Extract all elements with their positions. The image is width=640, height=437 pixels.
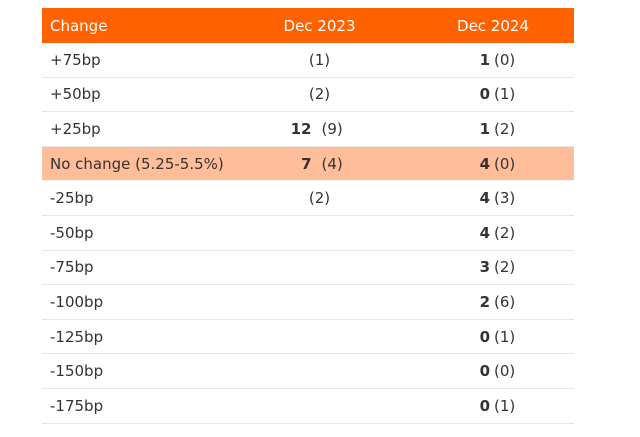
dec-2024-paren-value: (0) xyxy=(494,154,516,173)
table-row: -50bp 4 (2) xyxy=(42,216,574,251)
dec-2024-paren-value: (2) xyxy=(494,223,516,242)
dec-2024-paren-value: (1) xyxy=(494,327,516,346)
dec-2024-bold-value: 4 xyxy=(479,189,490,208)
dec-2024-paren-value: (2) xyxy=(494,258,516,277)
table-row: -25bp (2) 4 (3) xyxy=(42,181,574,216)
change-cell: -50bp xyxy=(50,223,94,242)
change-cell: -100bp xyxy=(50,292,104,311)
header-dec-2023: Dec 2023 xyxy=(283,16,356,35)
table-body: +75bp (1) 1 (0) +50bp (2) 0 (1) +25bp 12 (9) 1 (2) No… xyxy=(42,43,574,424)
dec-2024-bold-value: 4 xyxy=(479,154,490,173)
dec-2024-paren-value: (1) xyxy=(494,396,516,415)
table-header: Change Dec 2023 Dec 2024 xyxy=(42,8,574,43)
table-row: -150bp 0 (0) xyxy=(42,354,574,389)
dec-2024-bold-value: 0 xyxy=(479,327,490,346)
change-cell: +50bp xyxy=(50,85,101,104)
dec-2024-bold-value: 1 xyxy=(479,119,490,138)
change-cell: -25bp xyxy=(50,189,94,208)
table-row: -175bp 0 (1) xyxy=(42,389,574,424)
change-cell: -150bp xyxy=(50,362,104,381)
dec-2024-paren-value: (0) xyxy=(494,362,516,381)
dec-2024-paren-value: (1) xyxy=(494,85,516,104)
forecast-table: Change Dec 2023 Dec 2024 +75bp (1) 1 (0) +50… xyxy=(42,8,574,424)
dec-2023-paren-value: (9) xyxy=(321,119,343,138)
change-cell: No change (5.25-5.5%) xyxy=(50,154,224,173)
dec-2024-paren-value: (2) xyxy=(494,119,516,138)
header-change: Change xyxy=(50,16,108,35)
change-cell: -125bp xyxy=(50,327,104,346)
dec-2024-paren-value: (3) xyxy=(494,189,516,208)
table-row: +25bp 12 (9) 1 (2) xyxy=(42,112,574,147)
table-row: -75bp 3 (2) xyxy=(42,251,574,286)
change-cell: +25bp xyxy=(50,119,101,138)
table-row: -100bp 2 (6) xyxy=(42,285,574,320)
dec-2024-paren-value: (0) xyxy=(494,50,516,69)
dec-2024-paren-value: (6) xyxy=(494,292,516,311)
dec-2024-bold-value: 0 xyxy=(479,362,490,381)
dec-2024-bold-value: 4 xyxy=(479,223,490,242)
table-row: +75bp (1) 1 (0) xyxy=(42,43,574,78)
dec-2024-bold-value: 0 xyxy=(479,396,490,415)
table-row: -125bp 0 (1) xyxy=(42,320,574,355)
change-cell: +75bp xyxy=(50,50,101,69)
table-row-highlighted: No change (5.25-5.5%) 7 (4) 4 (0) xyxy=(42,146,574,182)
dec-2024-bold-value: 1 xyxy=(479,50,490,69)
dec-2023-paren-value: (2) xyxy=(308,189,331,208)
dec-2023-paren-value: (2) xyxy=(308,85,331,104)
change-cell: -75bp xyxy=(50,258,94,277)
dec-2024-bold-value: 0 xyxy=(479,85,490,104)
dec-2023-paren-value: (1) xyxy=(308,50,331,69)
table-row: +50bp (2) 0 (1) xyxy=(42,78,574,113)
dec-2023-bold-value: 7 xyxy=(301,154,312,173)
dec-2024-bold-value: 2 xyxy=(479,292,490,311)
dec-2023-bold-value: 12 xyxy=(290,119,312,138)
dec-2024-bold-value: 3 xyxy=(479,258,490,277)
change-cell: -175bp xyxy=(50,396,104,415)
dec-2023-paren-value: (4) xyxy=(321,154,343,173)
header-dec-2024: Dec 2024 xyxy=(457,16,529,35)
